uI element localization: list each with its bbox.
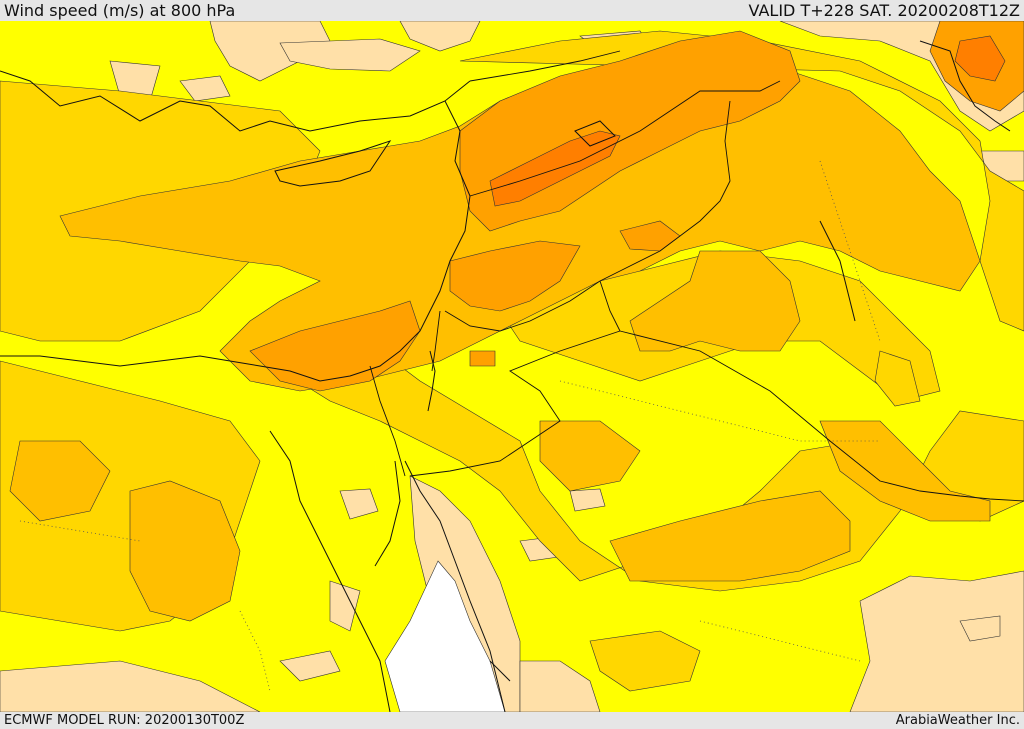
credit: ArabiaWeather Inc. [895,713,1020,728]
model-run: ECMWF MODEL RUN: 20200130T00Z [4,713,245,728]
shading-dark-orange [489,35,1006,207]
country-borders [369,50,1024,502]
wind-speed-map[interactable] [0,21,1024,712]
header-bar: Wind speed (m/s) at 800 hPa VALID T+228 … [0,0,1024,21]
coastlines [0,40,1011,712]
footer-bar: ECMWF MODEL RUN: 20200130T00Z ArabiaWeat… [0,712,1024,729]
valid-time: VALID T+228 SAT. 20200208T12Z [748,1,1020,20]
map-title: Wind speed (m/s) at 800 hPa [4,1,236,20]
shading-amber [9,60,991,622]
dotted-contours [19,160,881,692]
